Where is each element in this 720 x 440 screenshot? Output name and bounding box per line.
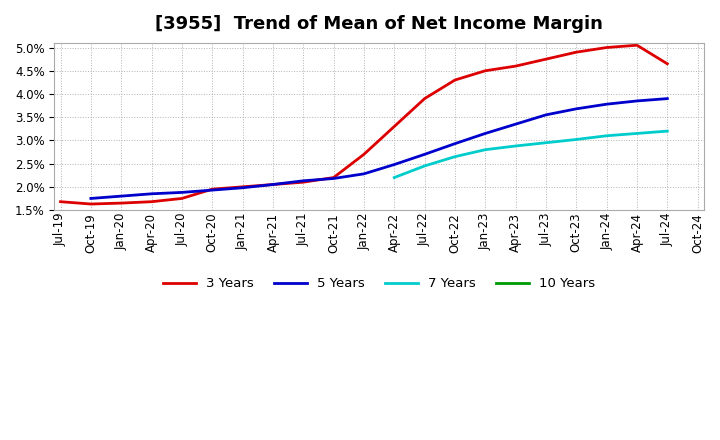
Legend: 3 Years, 5 Years, 7 Years, 10 Years: 3 Years, 5 Years, 7 Years, 10 Years	[158, 272, 600, 295]
Title: [3955]  Trend of Mean of Net Income Margin: [3955] Trend of Mean of Net Income Margi…	[155, 15, 603, 33]
